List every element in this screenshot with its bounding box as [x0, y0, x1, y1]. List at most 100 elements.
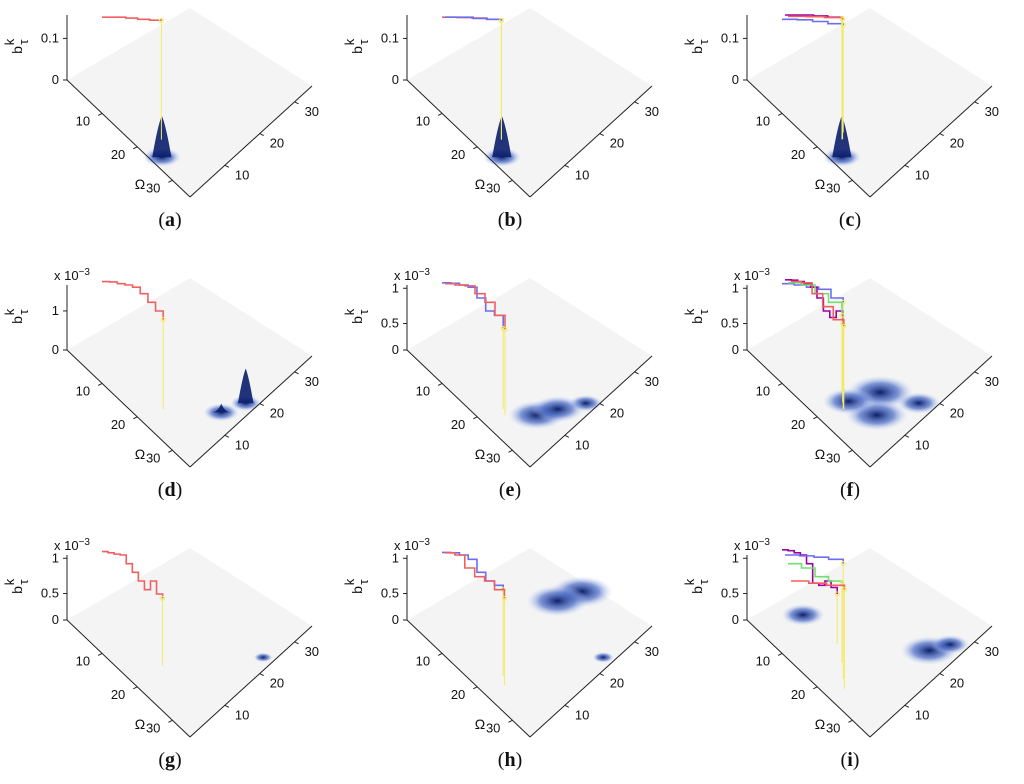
x-tick [168, 179, 173, 183]
x-tick-label: 20 [451, 687, 465, 702]
trajectory-end-marker [840, 22, 846, 28]
density-blob [592, 651, 614, 663]
density-peak [212, 403, 231, 413]
z-tick-label: 0 [392, 342, 399, 357]
x-tick-label: 20 [451, 417, 465, 432]
x-tick [848, 449, 853, 453]
y-tick [634, 641, 639, 645]
y-tick [939, 403, 944, 407]
x-tick-label: 30 [486, 180, 500, 195]
x-axis [746, 349, 871, 468]
density-blob [526, 585, 589, 617]
z-axis-label: b [9, 316, 25, 324]
y-tick-label: 20 [610, 136, 624, 151]
z-axis-label-sup: k [682, 578, 697, 585]
y-tick [599, 673, 604, 677]
z-axis-label: b [9, 586, 25, 594]
trajectory-red [102, 550, 164, 599]
trajectory-green [788, 562, 843, 584]
y-tick [564, 164, 570, 168]
z-axis-label-sub: τ [16, 309, 31, 315]
z-axis-label-sub: τ [356, 39, 371, 45]
y-axis [189, 85, 313, 198]
z-tick-label: 1 [392, 280, 399, 295]
z-axis-label-sup: k [2, 308, 17, 315]
floor-plane [747, 278, 992, 467]
x-axis [406, 349, 531, 468]
y-tick-label: 20 [950, 136, 964, 151]
scale-exponent: −3 [419, 267, 431, 278]
trajectory-end-marker [839, 312, 845, 318]
z-tick-label: 1 [392, 550, 399, 565]
trajectory-end-marker [158, 18, 164, 24]
subfigure-label: (i) [841, 749, 860, 771]
z-axis-label-sub: τ [696, 39, 711, 45]
y-tick [564, 704, 570, 708]
x-tick [777, 382, 783, 386]
x-tick [508, 719, 513, 723]
y-axis [869, 355, 993, 468]
y-tick [294, 371, 299, 375]
x-tick-label: 10 [416, 653, 430, 668]
subfigure-label: (a) [158, 209, 181, 231]
z-axis-label-sup: k [2, 578, 17, 585]
y-tick-label: 30 [985, 374, 999, 389]
x-tick-label: 30 [826, 720, 840, 735]
scale-note: x 10−3 [54, 267, 90, 283]
x-tick [97, 652, 103, 656]
x-axis [406, 79, 531, 198]
y-tick-label: 10 [915, 437, 929, 452]
y-tick-label: 10 [915, 167, 929, 182]
subfigure-letter: h [504, 749, 515, 771]
x-tick [508, 449, 513, 453]
trajectory-end-marker [840, 561, 846, 567]
x-tick [777, 652, 783, 656]
trajectory-end-marker [498, 18, 504, 24]
x-tick [437, 382, 443, 386]
trajectory-red [445, 282, 506, 330]
y-tick [974, 101, 979, 105]
trajectory-end-marker [841, 587, 847, 593]
x-tick-label: 20 [791, 147, 805, 162]
z-axis-label-sup: k [2, 38, 17, 45]
x-axis-label: Ω [135, 716, 145, 732]
x-tick-label: 30 [146, 450, 160, 465]
z-axis-label: b [689, 586, 705, 594]
floor-plane [407, 548, 652, 737]
z-axis-label-sub: τ [356, 309, 371, 315]
trajectory-blue [785, 554, 844, 564]
x-tick-label: 20 [791, 687, 805, 702]
x-tick [813, 416, 818, 420]
y-tick-label: 30 [985, 644, 999, 659]
z-tick-label: 1 [732, 280, 739, 295]
x-tick [168, 449, 173, 453]
y-tick [294, 101, 299, 105]
y-tick-label: 20 [950, 406, 964, 421]
x-tick [97, 382, 103, 386]
y-tick-label: 30 [645, 644, 659, 659]
trajectory-end-marker [840, 16, 846, 22]
y-tick-label: 10 [575, 707, 589, 722]
subfigure-label: (g) [158, 749, 181, 771]
x-tick [473, 146, 478, 150]
density-blob [253, 652, 273, 663]
x-tick [813, 686, 818, 690]
z-tick-label: 0 [732, 612, 739, 627]
y-tick [599, 403, 604, 407]
y-tick [904, 164, 910, 168]
density-blob [822, 388, 876, 415]
floor-plane [407, 8, 652, 197]
floor-plane [747, 8, 992, 197]
x-tick-label: 10 [416, 113, 430, 128]
y-tick [224, 164, 230, 168]
x-tick [133, 686, 138, 690]
y-tick [904, 434, 910, 438]
trajectory-end-marker [160, 595, 166, 601]
y-tick [974, 371, 979, 375]
y-tick-label: 20 [270, 136, 284, 151]
z-axis-label: b [689, 46, 705, 54]
